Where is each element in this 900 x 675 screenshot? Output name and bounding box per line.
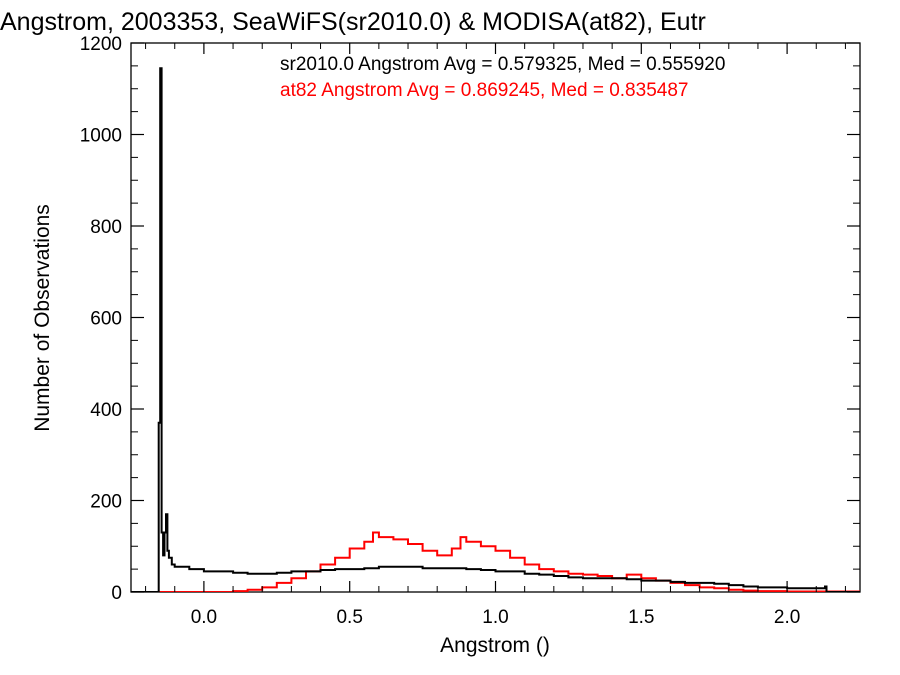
y-tick-label: 600: [90, 309, 122, 330]
y-tick-label: 1200: [80, 34, 122, 55]
y-axis: 0 200 400 600 800 1000 1200: [80, 34, 860, 604]
x-tick-label: 1.5: [628, 607, 654, 628]
x-tick-label: 1.0: [482, 607, 508, 628]
y-tick-label: 0: [111, 583, 122, 604]
y-tick-label: 1000: [80, 126, 122, 147]
y-tick-label: 800: [90, 217, 122, 238]
plot-area: [130, 42, 861, 593]
plot-frame: [130, 42, 861, 593]
x-tick-label: 2.0: [774, 607, 800, 628]
legend-stat-at82: at82 Angstrom Avg = 0.869245, Med = 0.83…: [280, 80, 688, 101]
x-axis-label: Angstrom (): [440, 634, 550, 657]
series-sr2010-histogram: [131, 67, 860, 592]
y-tick-label: 400: [90, 400, 122, 421]
x-tick-label: 0.0: [191, 607, 217, 628]
y-axis-label: Number of Observations: [31, 204, 54, 432]
x-axis: 0.0 0.5 1.0 1.5 2.0: [145, 43, 846, 628]
x-tick-label: 0.5: [336, 607, 362, 628]
chart-title: Angstrom, 2003353, SeaWiFS(sr2010.0) & M…: [0, 8, 706, 36]
y-tick-label: 200: [90, 492, 122, 513]
legend-stat-sr2010: sr2010.0 Angstrom Avg = 0.579325, Med = …: [280, 54, 725, 75]
